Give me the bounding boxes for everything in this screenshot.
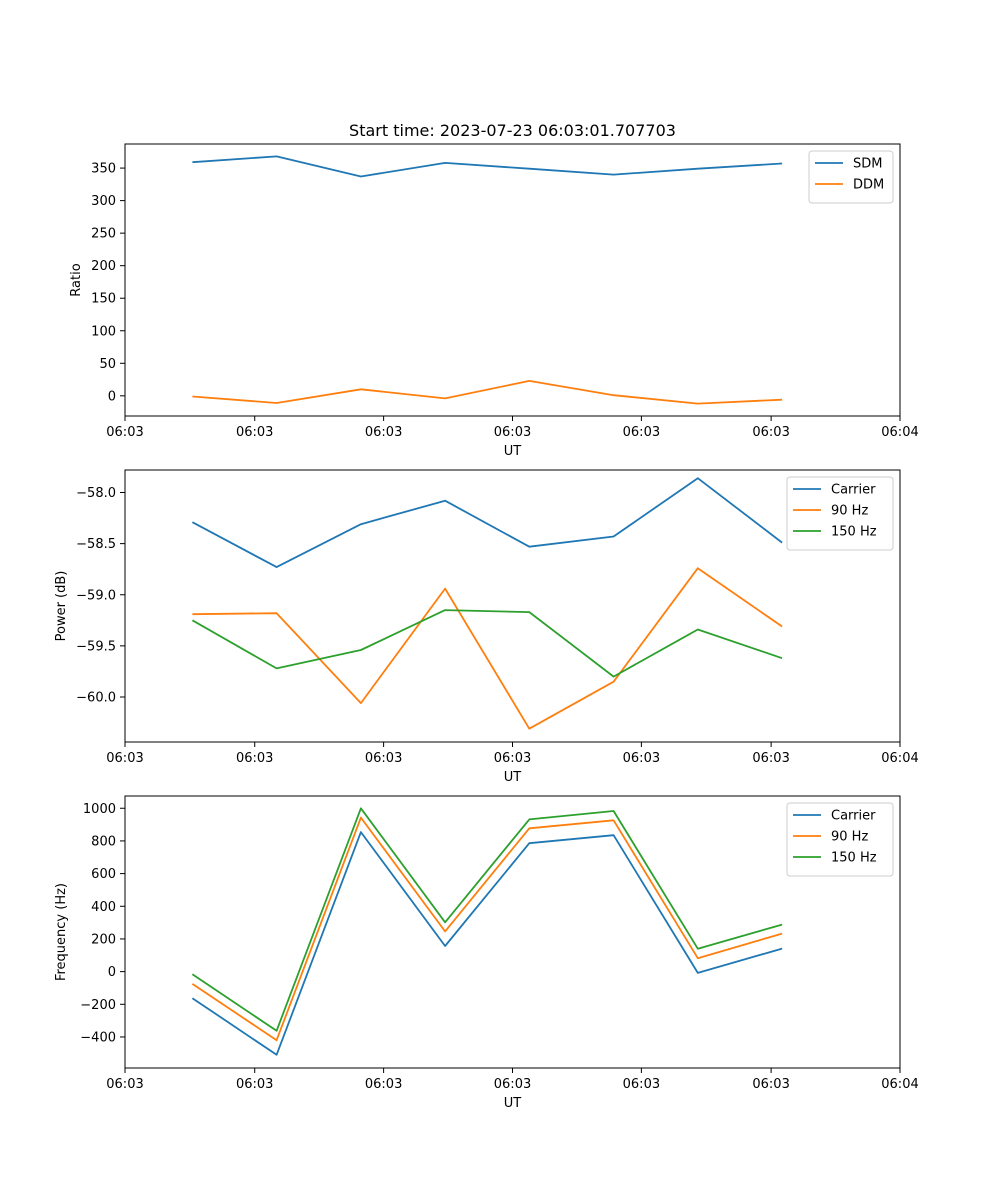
y-axis-label: Frequency (Hz) [54, 883, 69, 981]
y-tick-label: −200 [80, 998, 116, 1013]
y-tick-label: −59.5 [76, 639, 116, 654]
charts-container: Start time: 2023-07-23 06:03:01.707703 0 5… [54, 121, 919, 1111]
y-axis-label: Power (dB) [54, 571, 69, 642]
y-tick-label: −400 [80, 1030, 116, 1045]
x-tick-label: 06:03 [106, 425, 143, 440]
x-tick-label: 06:03 [623, 1077, 660, 1092]
series-line-sdm [192, 155, 783, 178]
legend-label: Carrier [831, 809, 876, 824]
y-tick-label: 0 [108, 389, 116, 404]
x-tick-label: 06:03 [236, 751, 273, 766]
legend: SDM DDM [808, 150, 894, 204]
legend: Carrier 90 Hz 150 Hz [786, 476, 894, 551]
x-tick-label: 06:04 [881, 1077, 918, 1092]
legend-label: 150 Hz [831, 525, 877, 540]
y-tick-label: −60.0 [76, 691, 116, 706]
legend-box [808, 150, 894, 204]
chart-2: −60.0 −59.5 −59.0 −58.5 −58.0 06:03 06:03 06:03… [54, 469, 919, 785]
legend-label: 150 Hz [831, 851, 877, 866]
y-tick-label: 300 [91, 194, 116, 209]
series-line-ddm [192, 379, 783, 405]
x-tick-label: 06:04 [881, 751, 918, 766]
x-tick-label: 06:03 [106, 751, 143, 766]
y-tick-label: 0 [108, 965, 116, 980]
chart-title: Start time: 2023-07-23 06:03:01.707703 [349, 121, 676, 140]
y-tick-label: 800 [91, 834, 116, 849]
y-tick-label: −59.0 [76, 588, 116, 603]
y-tick-label: 150 [91, 292, 116, 307]
plot-frame [124, 795, 901, 1069]
legend-label: SDM [853, 157, 882, 172]
x-tick-label: 06:03 [365, 751, 402, 766]
x-tick-label: 06:03 [236, 1077, 273, 1092]
y-tick-label: 600 [91, 867, 116, 882]
x-tick-label: 06:03 [752, 751, 789, 766]
y-tick-label: 400 [91, 900, 116, 915]
y-tick-label: −58.5 [76, 537, 116, 552]
chart-3: −400 −200 0 200 400 600 800 1000 06:03 06:03 06:03… [54, 795, 919, 1111]
y-tick-label: 200 [91, 932, 116, 947]
series-line-90-hz [191, 816, 783, 1042]
series-line-carrier [191, 477, 783, 568]
legend-label: 90 Hz [831, 504, 868, 519]
y-tick-label: 1000 [83, 802, 116, 817]
legend-label: DDM [853, 178, 884, 193]
series-line-carrier [191, 831, 783, 1056]
x-tick-label: 06:03 [494, 751, 531, 766]
x-tick-label: 06:03 [236, 425, 273, 440]
y-tick-label: 350 [91, 162, 116, 177]
x-tick-label: 06:03 [494, 425, 531, 440]
series-line-150-hz [191, 609, 783, 678]
y-axis-label: Ratio [69, 263, 84, 296]
series-line-150-hz [191, 807, 783, 1032]
x-tick-label: 06:03 [106, 1077, 143, 1092]
x-tick-label: 06:04 [881, 425, 918, 440]
x-tick-label: 06:03 [365, 1077, 402, 1092]
x-axis-label: UT [504, 444, 522, 459]
y-tick-label: 250 [91, 227, 116, 242]
x-tick-label: 06:03 [623, 425, 660, 440]
legend-label: 90 Hz [831, 830, 868, 845]
plot-frame [124, 469, 901, 743]
y-tick-label: 50 [99, 357, 116, 372]
x-tick-label: 06:03 [623, 751, 660, 766]
chart-1: Start time: 2023-07-23 06:03:01.707703 0 5… [69, 121, 919, 459]
y-tick-label: 200 [91, 259, 116, 274]
x-tick-label: 06:03 [752, 425, 789, 440]
y-tick-label: −58.0 [76, 486, 116, 501]
plot-frame [124, 143, 901, 417]
y-tick-label: 100 [91, 324, 116, 339]
x-tick-label: 06:03 [494, 1077, 531, 1092]
x-tick-label: 06:03 [365, 425, 402, 440]
series-line-90-hz [192, 567, 783, 730]
legend-label: Carrier [831, 483, 876, 498]
x-axis-label: UT [504, 1096, 522, 1111]
legend: Carrier 90 Hz 150 Hz [786, 802, 894, 877]
x-axis-label: UT [504, 770, 522, 785]
x-tick-label: 06:03 [752, 1077, 789, 1092]
